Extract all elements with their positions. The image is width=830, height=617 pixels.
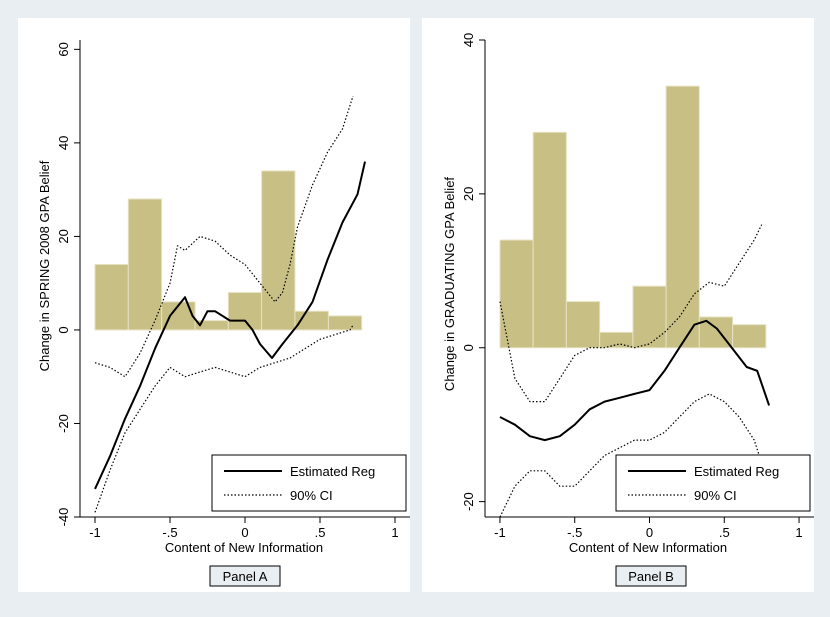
- panel-label: Panel A: [223, 569, 268, 584]
- x-tick-label: .5: [719, 525, 730, 540]
- ci-line: [499, 393, 763, 518]
- x-tick-label: 1: [795, 525, 802, 540]
- histogram-bar: [632, 285, 667, 349]
- x-tick-label: -.5: [567, 525, 582, 540]
- x-tick-label: 0: [241, 525, 248, 540]
- y-tick-label: 40: [56, 136, 71, 150]
- estimated-reg-line: [499, 319, 771, 442]
- legend-label: 90% CI: [694, 488, 737, 503]
- y-tick-label: -20: [461, 492, 476, 511]
- legend-label: 90% CI: [290, 488, 333, 503]
- legend-label: Estimated Reg: [290, 464, 375, 479]
- y-axis-label: Change in GRADUATING GPA Belief: [442, 177, 457, 391]
- x-tick-label: -1: [494, 525, 506, 540]
- y-tick-label: 20: [56, 229, 71, 243]
- x-tick-label: -.5: [162, 525, 177, 540]
- estimated-reg-line: [94, 161, 366, 490]
- x-tick-label: -1: [89, 525, 101, 540]
- ci-line: [499, 224, 763, 403]
- y-tick-label: -20: [56, 414, 71, 433]
- y-tick-label: 0: [461, 344, 476, 351]
- y-axis-label: Change in SPRING 2008 GPA Belief: [37, 160, 52, 371]
- histogram-bar: [127, 198, 163, 331]
- panel-label: Panel B: [628, 569, 674, 584]
- histogram-bar: [327, 315, 363, 331]
- histogram-bar: [94, 263, 129, 331]
- legend-box: [211, 454, 407, 512]
- y-tick-label: 20: [461, 187, 476, 201]
- histogram-bar: [499, 239, 534, 349]
- histogram-bar: [732, 324, 767, 349]
- legend-box: [615, 454, 811, 512]
- y-tick-label: 60: [56, 42, 71, 56]
- histogram-bar: [565, 301, 601, 349]
- x-axis-label: Content of New Information: [165, 540, 323, 555]
- histogram-bar: [261, 170, 296, 331]
- y-tick-label: 40: [461, 33, 476, 47]
- x-axis-label: Content of New Information: [569, 540, 727, 555]
- x-tick-label: 0: [646, 525, 653, 540]
- histogram-bar: [227, 292, 263, 331]
- panel-label-box: [615, 565, 687, 587]
- panel-a: -1 -.5 0 .5 1 -40 -20 0 20 40 60 Content of New Inf…: [18, 18, 410, 592]
- panel-b: -1 -.5 0 .5 1 -20 0 20 40 Content of New Informat…: [422, 18, 814, 592]
- y-tick-label: -40: [56, 508, 71, 527]
- x-tick-label: 1: [391, 525, 398, 540]
- histogram-bar: [665, 85, 700, 349]
- y-tick-label: 0: [56, 326, 71, 333]
- histogram-bar: [532, 131, 567, 349]
- panel-label-box: [209, 565, 281, 587]
- x-tick-label: .5: [315, 525, 326, 540]
- ci-line: [94, 324, 354, 513]
- legend-label: Estimated Reg: [694, 464, 779, 479]
- ci-line: [94, 95, 354, 378]
